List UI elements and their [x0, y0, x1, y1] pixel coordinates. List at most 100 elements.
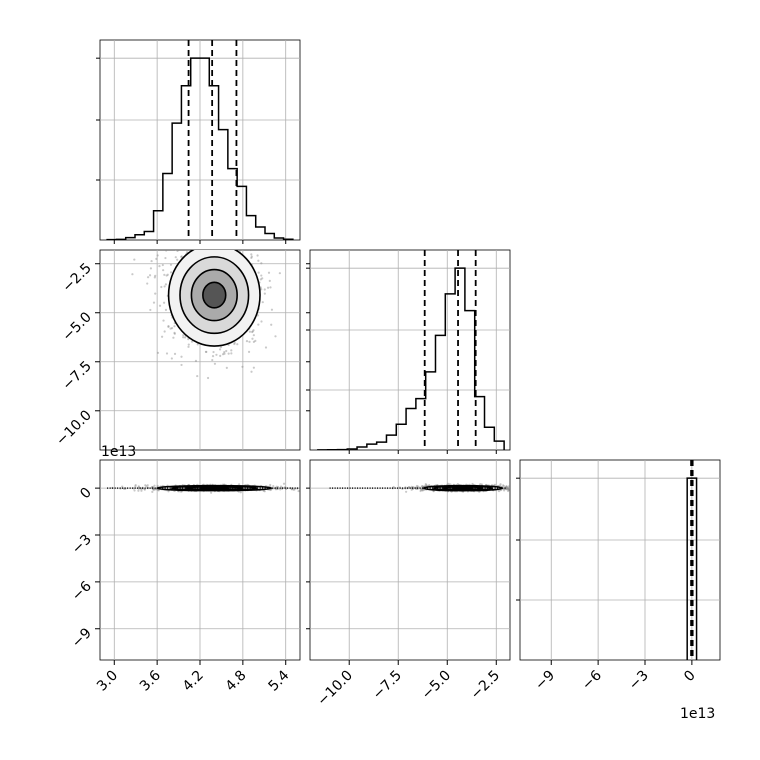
scatter-point — [499, 483, 502, 486]
scatter-point — [230, 349, 233, 352]
scatter-point — [165, 352, 169, 355]
contour-line-3 — [190, 268, 238, 322]
scatter-point — [156, 351, 160, 354]
scatter-point — [505, 486, 508, 489]
scatter-point — [184, 250, 187, 251]
scatter-point — [162, 269, 165, 272]
scatter-point — [515, 486, 517, 488]
scatter-point — [140, 489, 143, 492]
y-tick-label-param-3: −6 — [69, 578, 95, 604]
scatter-point — [180, 255, 183, 258]
panels-layer — [95, 39, 721, 665]
scatter-point — [204, 350, 208, 353]
x-tick-label-param-3: 0 — [681, 668, 699, 686]
scatter-point — [165, 250, 168, 252]
scatter-point — [230, 352, 233, 355]
scatter-point — [180, 355, 183, 358]
scatter-point — [164, 308, 168, 311]
scatter-point — [161, 263, 164, 267]
scatter-point — [133, 258, 136, 261]
scatter-point — [137, 487, 140, 490]
scatter-point — [421, 488, 424, 491]
scatter-point — [202, 246, 204, 248]
y-tick-label-param-2: −5.0 — [59, 309, 94, 344]
scatter-point — [270, 308, 274, 311]
scatter-point — [143, 488, 146, 491]
scatter-point — [150, 259, 153, 263]
scatter-point — [122, 487, 126, 490]
scatter-point — [214, 241, 216, 243]
scatter-point — [172, 336, 175, 339]
scatter-point — [194, 359, 198, 362]
scatter-point — [219, 345, 223, 349]
scatter-point — [247, 350, 251, 353]
scatter-point — [261, 277, 264, 280]
scatter-point — [154, 292, 157, 295]
scatter-point — [176, 250, 179, 253]
scatter-point — [269, 488, 272, 492]
scatter-point — [182, 334, 185, 337]
scatter-point — [216, 241, 218, 243]
scatter-point — [245, 243, 247, 245]
scatter-point — [512, 486, 514, 488]
scatter-point — [272, 487, 275, 490]
scatter-point — [509, 486, 510, 487]
scatter-point — [134, 484, 137, 487]
scatter-point — [514, 486, 516, 488]
scatter-point — [169, 263, 173, 266]
scatter-point — [275, 485, 278, 488]
scatter-point — [260, 320, 263, 323]
scatter-point — [169, 271, 173, 274]
scatter-point — [149, 267, 153, 270]
scatter-point — [417, 485, 420, 488]
scatter-point — [270, 323, 273, 326]
scatter-point — [173, 325, 176, 328]
scatter-point — [173, 332, 176, 335]
scatter-point — [137, 486, 141, 489]
scatter-point — [212, 247, 214, 249]
contour-line-1 — [167, 250, 261, 347]
scatter-point — [505, 487, 508, 490]
scatter-point — [292, 488, 295, 491]
hist-step — [686, 477, 698, 660]
y-tick-label-param-3: −3 — [69, 532, 95, 558]
scatter-point — [157, 489, 160, 492]
scatter-point — [420, 488, 423, 492]
scatter-point — [146, 276, 150, 279]
scatter-point — [151, 490, 154, 493]
scatter-point — [410, 488, 413, 491]
scatter-point — [187, 345, 190, 348]
scatter-point — [162, 301, 166, 304]
scatter-point — [425, 484, 428, 487]
scatter-point — [420, 485, 423, 488]
scatter-point — [254, 339, 257, 342]
scatter-point — [174, 256, 177, 259]
scatter-point — [149, 308, 152, 312]
scatter-point — [218, 348, 222, 351]
scatter-point — [509, 487, 510, 489]
scatter-point — [210, 491, 213, 494]
scatter-point — [267, 271, 271, 274]
scatter-point — [146, 484, 149, 487]
density-group — [107, 482, 300, 494]
scatter-point — [158, 304, 162, 307]
scatter-point — [260, 288, 263, 291]
scatter-point — [505, 485, 508, 488]
scatter-point — [507, 486, 510, 489]
scatter-point — [260, 262, 263, 265]
hist-panel-2 — [306, 249, 511, 451]
scatter-point — [225, 349, 228, 353]
scatter-point — [259, 278, 262, 281]
pair-panel-2-3 — [309, 459, 517, 661]
x-tick-label-param-1: 4.8 — [223, 668, 250, 695]
scatter-point — [241, 365, 244, 368]
density-fill — [202, 282, 226, 308]
density-group — [329, 482, 517, 493]
scatter-point — [419, 489, 422, 493]
scatter-point — [225, 366, 228, 369]
x-tick-label-param-3: −6 — [579, 667, 605, 693]
scatter-point — [167, 490, 170, 493]
scatter-point — [227, 242, 229, 244]
scatter-point — [248, 340, 251, 343]
